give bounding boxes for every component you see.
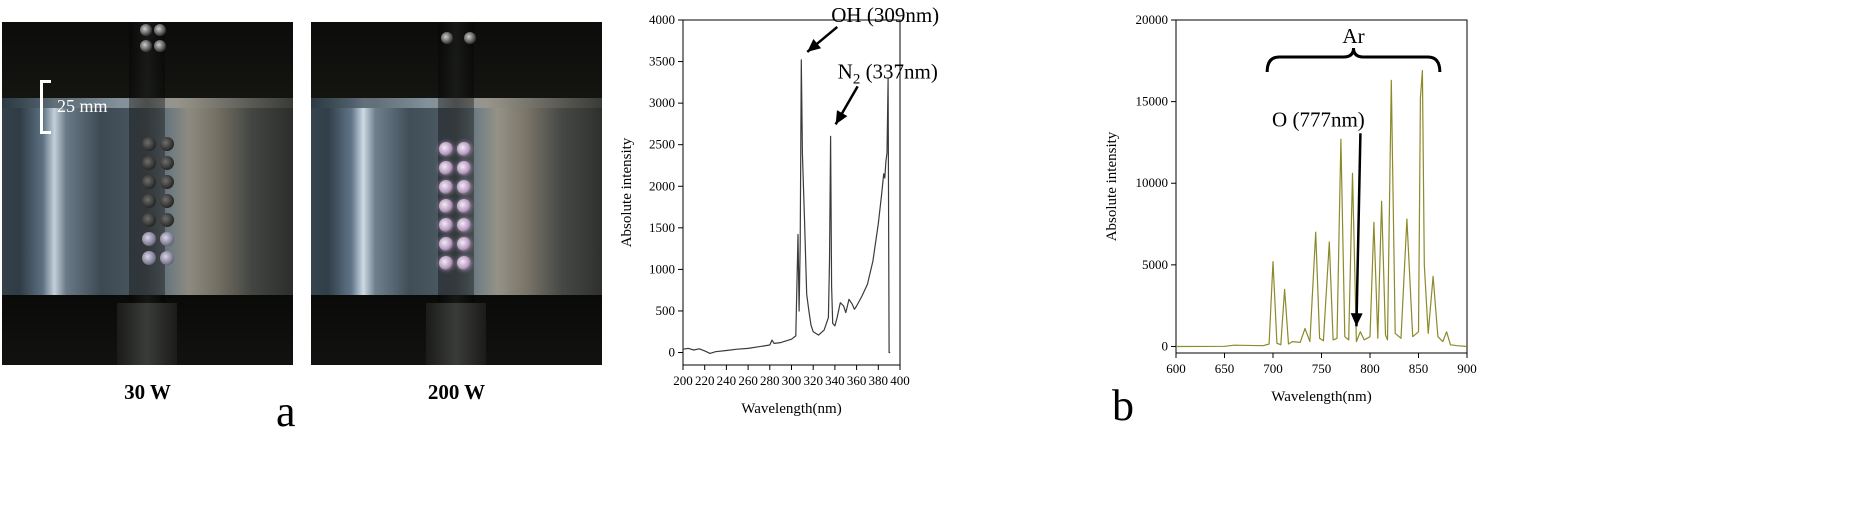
electrode-hole — [439, 142, 453, 156]
top-dot — [140, 40, 152, 52]
uv-spectrum-chart: 200 220 240 260 280 300 320 340 360 380 4000500100… — [619, 3, 939, 417]
y-axis-label: Absolute intensity — [619, 137, 635, 247]
x-tick-label: 400 — [890, 373, 910, 388]
x-tick-label: 300 — [782, 373, 802, 388]
y-axis-label: Absolute intensity — [1104, 131, 1120, 241]
scale-bar — [40, 80, 51, 134]
electrode-hole — [439, 218, 453, 232]
electrode-hole — [439, 180, 453, 194]
electrode-hole — [457, 161, 471, 175]
electrode-hole — [160, 137, 174, 151]
x-tick-label: 220 — [695, 373, 715, 388]
x-tick-label: 650 — [1215, 361, 1235, 376]
x-tick-label: 320 — [803, 373, 823, 388]
x-axis-label: Wavelength(nm) — [1271, 389, 1371, 405]
electrode-hole — [142, 213, 156, 227]
electrode-hole — [457, 237, 471, 251]
spectrum-line — [682, 59, 891, 354]
electrode-hole — [142, 156, 156, 170]
nir-spectrum-chart: 600 650 700 750 800 850 900 0 5000 10000 15000 2000… — [1104, 12, 1477, 405]
electrode-stand — [117, 303, 177, 365]
photo-label-200w: 200 W — [427, 380, 486, 404]
electrode-hole — [160, 232, 174, 246]
y-tick-label: 0 — [1162, 338, 1169, 353]
y-tick-label: 1000 — [649, 261, 675, 276]
electrode-hole — [439, 161, 453, 175]
y-tick-label: 20000 — [1136, 12, 1169, 27]
x-tick-label: 240 — [717, 373, 737, 388]
x-tick-label: 200 — [673, 373, 693, 388]
y-tick-label: 10000 — [1136, 175, 1169, 190]
electrode-hole — [160, 194, 174, 208]
electrode-hole — [142, 137, 156, 151]
top-dot — [154, 40, 166, 52]
top-dot — [464, 32, 476, 44]
x-tick-label: 850 — [1409, 361, 1429, 376]
electrode-hole — [457, 218, 471, 232]
top-dot — [154, 24, 166, 36]
y-tick-label: 5000 — [1142, 257, 1168, 272]
photo-label-30w: 30 W — [124, 380, 171, 404]
electrode-hole — [142, 175, 156, 189]
x-tick-label: 700 — [1263, 361, 1283, 376]
o-annotation: O (777nm) — [1272, 107, 1365, 131]
n2-arrow-head — [835, 110, 848, 125]
oh-annotation: OH (309nm) — [831, 3, 939, 27]
y-tick-label: 15000 — [1136, 94, 1169, 109]
o-arrow-head — [1350, 313, 1363, 327]
y-tick-label: 2500 — [649, 137, 675, 152]
electrode-hole — [160, 156, 174, 170]
electrode-hole — [439, 256, 453, 270]
n2-annotation: N2 (337nm) — [838, 59, 938, 87]
electrode-hole — [142, 251, 156, 265]
electrode-hole — [457, 180, 471, 194]
panel-letter-a: a — [276, 387, 296, 436]
x-tick-label: 360 — [847, 373, 867, 388]
x-tick-label: 260 — [738, 373, 758, 388]
electrode-hole — [439, 237, 453, 251]
electrode-hole — [160, 213, 174, 227]
x-tick-label: 340 — [825, 373, 845, 388]
top-dot — [140, 24, 152, 36]
y-tick-label: 1500 — [649, 220, 675, 235]
panel-letter-b: b — [1112, 381, 1134, 430]
electrode-hole — [439, 199, 453, 213]
y-tick-label: 4000 — [649, 12, 675, 27]
o-arrow — [1355, 133, 1362, 327]
ar-annotation: Ar — [1342, 24, 1364, 48]
y-tick-label: 3000 — [649, 95, 675, 110]
x-tick-label: 900 — [1457, 361, 1477, 376]
y-tick-label: 500 — [656, 303, 676, 318]
x-tick-label: 380 — [869, 373, 889, 388]
ar-bracket — [1265, 47, 1442, 73]
x-tick-label: 280 — [760, 373, 780, 388]
electrode-hole — [457, 199, 471, 213]
y-tick-label: 3500 — [649, 54, 675, 69]
electrode-hole — [142, 194, 156, 208]
x-tick-label: 600 — [1166, 361, 1186, 376]
photo-30w: 25 mm — [2, 22, 293, 365]
x-tick-label: 750 — [1312, 361, 1332, 376]
y-tick-label: 0 — [669, 345, 676, 360]
top-dot — [441, 32, 453, 44]
electrode-hole — [142, 232, 156, 246]
x-axis-label: Wavelength(nm) — [741, 401, 841, 417]
electrode-hole — [457, 256, 471, 270]
electrode-hole — [160, 251, 174, 265]
electrode-hole — [160, 175, 174, 189]
oh-arrow-head — [807, 38, 822, 52]
spectrum-line — [1175, 69, 1468, 348]
scale-label: 25 mm — [57, 96, 108, 116]
photo-200w — [311, 22, 602, 365]
electrode-stand — [426, 303, 486, 365]
x-tick-label: 800 — [1360, 361, 1380, 376]
y-tick-label: 2000 — [649, 178, 675, 193]
electrode-hole — [457, 142, 471, 156]
